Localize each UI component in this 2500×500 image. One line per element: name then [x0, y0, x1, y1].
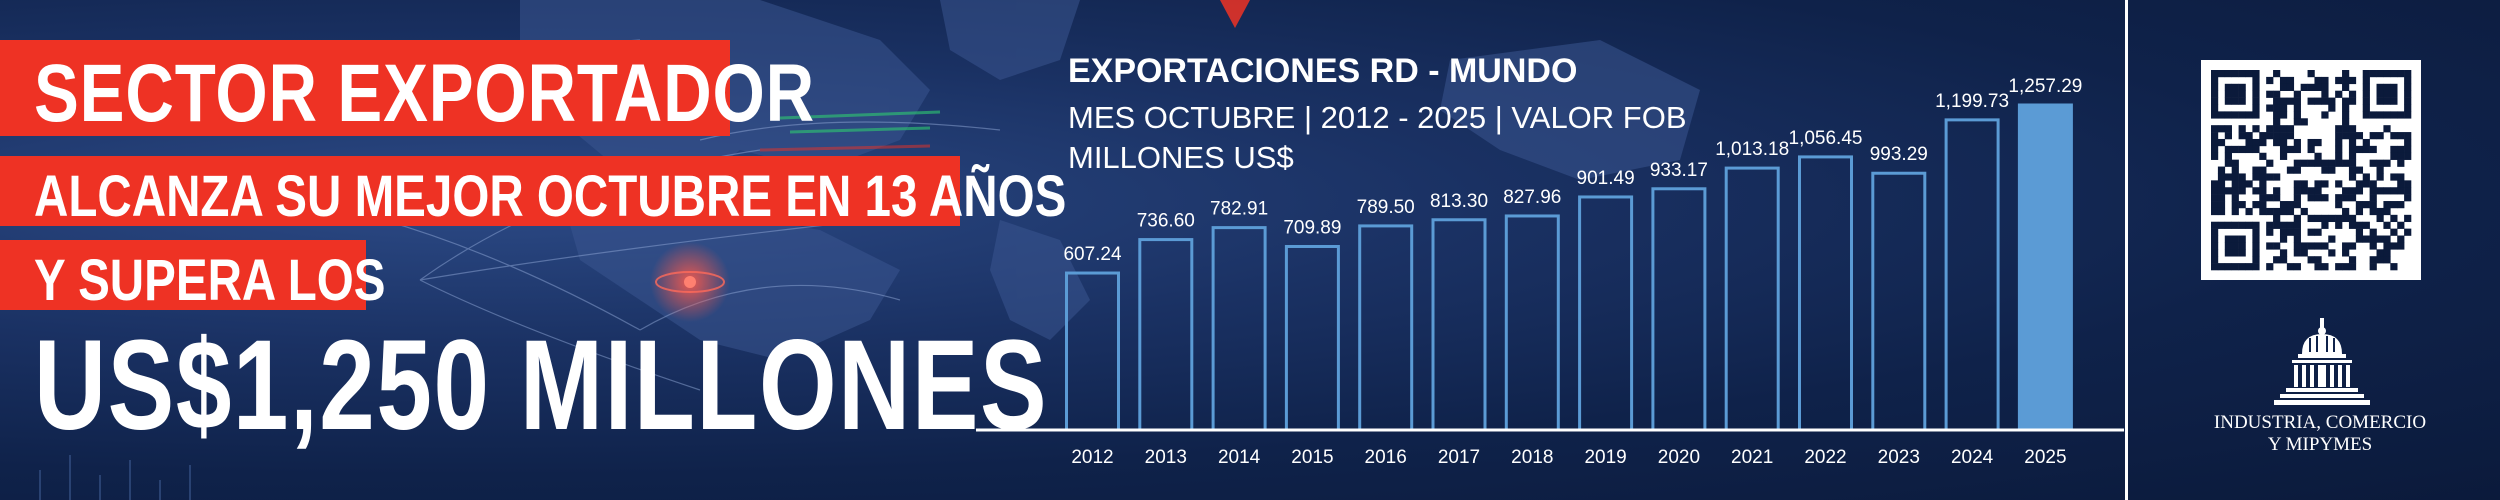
- data-label-2014: 782.91: [1210, 199, 1268, 220]
- data-label-2024: 1,199.73: [1935, 91, 2009, 112]
- headline-line-3-text: Y SUPERA LOS: [34, 248, 386, 313]
- x-tick-label-2018: 2018: [1511, 447, 1553, 468]
- x-tick-label-2020: 2020: [1658, 447, 1700, 468]
- x-tick-label-2015: 2015: [1291, 447, 1333, 468]
- ministry-logo-text: INDUSTRIA, COMERCIO Y MIPYMES: [2200, 412, 2440, 456]
- bar-2018: [1504, 214, 1560, 432]
- data-label-2012: 607.24: [1063, 244, 1122, 265]
- data-label-2016: 789.50: [1357, 197, 1415, 218]
- bar-2020: [1651, 187, 1707, 432]
- bar-2023: [1871, 171, 1927, 432]
- bar-2024: [1944, 118, 2000, 432]
- data-label-2023: 993.29: [1870, 144, 1928, 165]
- bar-2012: [1065, 271, 1120, 432]
- data-label-2022: 1,056.45: [1789, 128, 1863, 149]
- bar-2022: [1798, 155, 1853, 432]
- x-tick-label-2019: 2019: [1584, 447, 1626, 468]
- x-tick-label-2021: 2021: [1731, 447, 1773, 468]
- x-tick-label-2016: 2016: [1365, 447, 1407, 468]
- chart-unit-label: MILLONES US$: [1068, 140, 1294, 175]
- bar-2025: [2017, 103, 2073, 432]
- data-label-2015: 709.89: [1283, 217, 1341, 238]
- chart-subtitle: MES OCTUBRE | 2012 - 2025 | VALOR FOB: [1068, 100, 1687, 135]
- headline-line-1: SECTOR EXPORTADOR: [0, 40, 814, 139]
- headline-line-3: Y SUPERA LOS: [0, 240, 385, 313]
- headline-amount: US$1,250 MILLONES: [34, 314, 1049, 457]
- x-tick-label-2017: 2017: [1438, 447, 1480, 468]
- bar-2017: [1431, 218, 1487, 432]
- x-tick-label-2014: 2014: [1218, 447, 1261, 468]
- data-label-2021: 1,013.18: [1715, 139, 1789, 160]
- x-tick-label-2022: 2022: [1804, 447, 1846, 468]
- chart-title: EXPORTACIONES RD - MUNDO: [1068, 52, 1578, 90]
- bar-chart: 607.24 2012 736.60 2013 782.91 2014 709.89 2015…: [1063, 76, 2082, 468]
- headline-line-2-text: ALCANZA SU MEJOR OCTUBRE EN 13 AÑOS: [34, 164, 1067, 229]
- dome-logo-icon: [2274, 318, 2370, 405]
- data-label-2019: 901.49: [1577, 168, 1635, 189]
- x-tick-label-2012: 2012: [1071, 447, 1113, 468]
- x-tick-label-2024: 2024: [1951, 447, 1994, 468]
- qr-code[interactable]: [2201, 60, 2421, 280]
- bar-2013: [1138, 238, 1194, 432]
- bar-2016: [1358, 224, 1414, 432]
- bar-2019: [1578, 195, 1634, 432]
- headline-line-1-text: SECTOR EXPORTADOR: [34, 48, 816, 139]
- bar-2021: [1724, 166, 1780, 432]
- data-label-2025: 1,257.29: [2008, 76, 2082, 97]
- x-tick-label-2023: 2023: [1878, 447, 1920, 468]
- ministry-name-line-1: INDUSTRIA, COMERCIO: [2213, 412, 2427, 433]
- headline-line-2: ALCANZA SU MEJOR OCTUBRE EN 13 AÑOS: [0, 156, 1066, 229]
- x-tick-label-2013: 2013: [1145, 447, 1187, 468]
- section-divider: [2125, 0, 2128, 500]
- data-label-2017: 813.30: [1430, 191, 1488, 212]
- bar-2014: [1211, 226, 1267, 432]
- data-label-2013: 736.60: [1137, 211, 1195, 232]
- data-label-2018: 827.96: [1503, 187, 1561, 208]
- x-tick-label-2025: 2025: [2024, 447, 2066, 468]
- bar-2015: [1284, 244, 1340, 432]
- ministry-name-line-2: Y MIPYMES: [2267, 434, 2373, 455]
- data-label-2020: 933.17: [1650, 160, 1708, 181]
